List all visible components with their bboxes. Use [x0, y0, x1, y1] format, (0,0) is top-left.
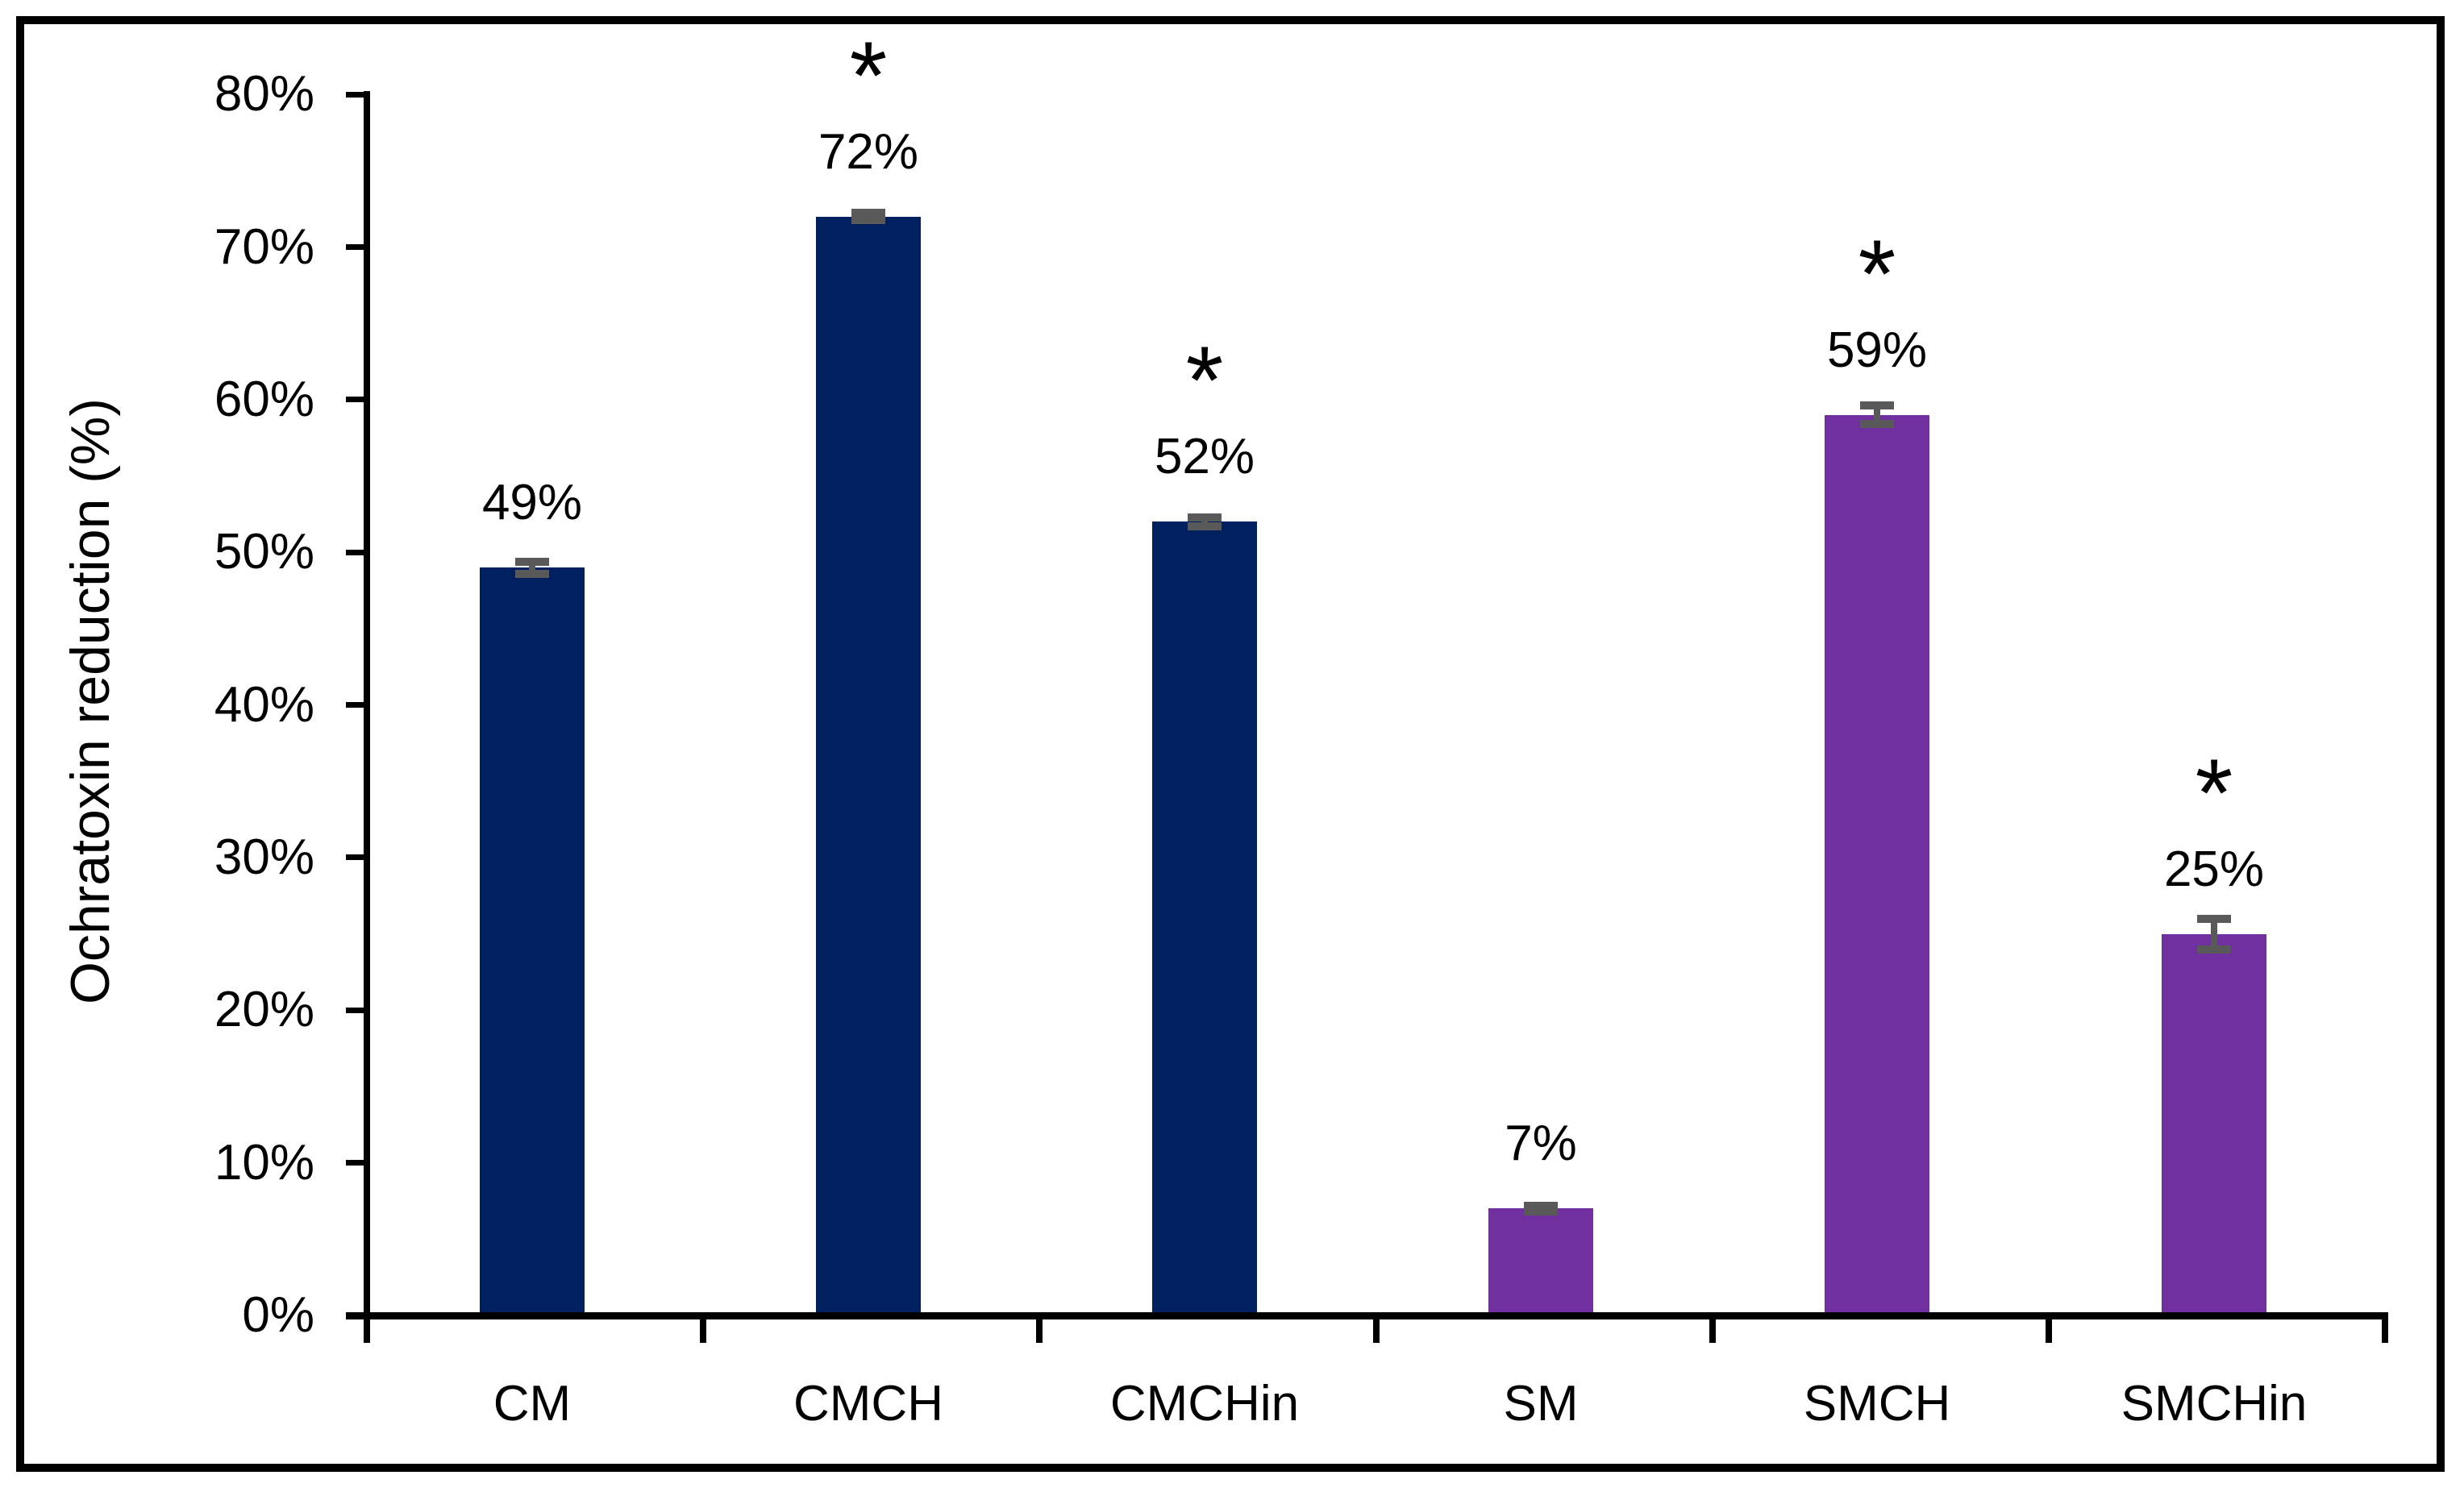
- y-axis-tick: [346, 702, 364, 708]
- x-axis-tick: [1036, 1312, 1043, 1343]
- value-label: 59%: [1826, 322, 1928, 378]
- y-axis-tick: [346, 1160, 364, 1166]
- error-bar-cap-top: [1860, 401, 1894, 409]
- bar-CMCHin: [1152, 522, 1257, 1312]
- error-bar-cap-bottom: [1524, 1207, 1558, 1216]
- x-category-label-SMCHin: SMCHin: [2121, 1376, 2308, 1432]
- y-tick-label: 80%: [214, 66, 314, 122]
- y-axis-tick: [346, 854, 364, 860]
- x-axis-tick: [2046, 1312, 2052, 1343]
- x-axis-line: [346, 1312, 2389, 1319]
- y-tick-label: 10%: [214, 1135, 314, 1191]
- error-bar-whisker: [1874, 405, 1880, 424]
- bar-SMCHin: [2162, 934, 2266, 1312]
- value-label: 7%: [1505, 1116, 1577, 1171]
- error-bar-cap-top: [2197, 915, 2231, 923]
- x-axis-tick: [2382, 1312, 2388, 1343]
- significance-asterisk: *: [849, 22, 888, 130]
- y-axis-tick: [346, 1008, 364, 1013]
- error-bar-whisker: [529, 562, 535, 574]
- bar-CMCH: [816, 217, 921, 1312]
- value-label: 25%: [2163, 842, 2265, 897]
- x-category-label-SMCH: SMCH: [1803, 1376, 1951, 1432]
- y-tick-label: 20%: [214, 982, 314, 1037]
- error-bar-cap-bottom: [1188, 522, 1222, 530]
- y-tick-label: 40%: [214, 677, 314, 733]
- x-axis-tick: [364, 1312, 370, 1343]
- error-bar-cap-bottom: [2197, 945, 2231, 954]
- error-bar-cap-bottom: [515, 570, 549, 578]
- value-label: 72%: [818, 124, 919, 180]
- error-bar-cap-top: [1188, 513, 1222, 522]
- significance-asterisk: *: [1858, 220, 1896, 328]
- x-axis-tick: [1373, 1312, 1380, 1343]
- error-bar-cap-bottom: [1860, 420, 1894, 428]
- error-bar-whisker: [1201, 517, 1208, 526]
- x-category-label-CM: CM: [493, 1376, 572, 1432]
- bar-CM: [480, 567, 585, 1312]
- error-bar-cap-top: [851, 209, 885, 217]
- y-tick-label: 0%: [242, 1287, 314, 1343]
- error-bar-cap-top: [515, 558, 549, 566]
- x-category-label-CMCH: CMCH: [793, 1376, 943, 1432]
- value-label: 52%: [1154, 429, 1255, 484]
- x-category-label-CMCHin: CMCHin: [1109, 1376, 1300, 1432]
- y-tick-label: 70%: [214, 219, 314, 275]
- x-axis-tick: [1709, 1312, 1716, 1343]
- x-axis-tick: [700, 1312, 706, 1343]
- bar-SMCH: [1825, 415, 1929, 1312]
- y-axis-tick: [346, 550, 364, 555]
- y-axis-tick: [346, 397, 364, 402]
- error-bar-cap-top: [1524, 1202, 1558, 1210]
- bar-SM: [1488, 1208, 1593, 1312]
- chart-outer-border: [16, 16, 2445, 1472]
- y-axis-line: [364, 91, 370, 1343]
- y-axis-tick: [346, 92, 364, 98]
- y-tick-label: 30%: [214, 829, 314, 885]
- y-tick-label: 50%: [214, 524, 314, 580]
- significance-asterisk: *: [1185, 326, 1224, 434]
- error-bar-cap-bottom: [851, 216, 885, 224]
- significance-asterisk: *: [2195, 739, 2233, 847]
- x-category-label-SM: SM: [1503, 1376, 1579, 1432]
- value-label: 49%: [481, 475, 583, 530]
- y-tick-label: 60%: [214, 372, 314, 427]
- y-axis-tick: [346, 244, 364, 250]
- error-bar-whisker: [2211, 919, 2217, 950]
